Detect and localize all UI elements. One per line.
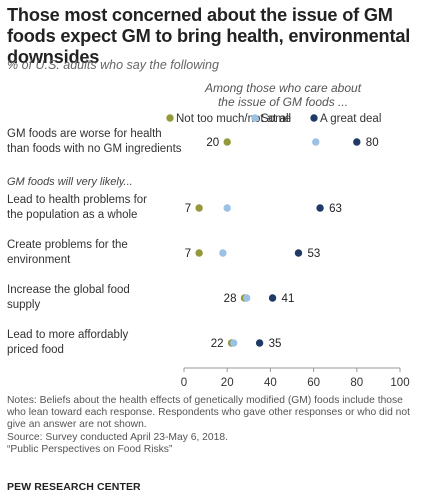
data-point-0: [223, 138, 231, 146]
row-label-line: than foods with no GM ingredients: [7, 143, 182, 155]
data-point-1: [242, 294, 251, 302]
legend-header-line2: the issue of GM foods ...: [218, 95, 348, 109]
note-line: Notes: Beliefs about the health effects …: [7, 395, 410, 431]
dot-plot: Among those who care about the issue of …: [7, 81, 410, 389]
section-label: GM foods will very likely...: [7, 176, 133, 188]
data-point-2: [268, 294, 277, 302]
data-label-high: 35: [269, 338, 282, 350]
legend-label-2: A great deal: [320, 113, 381, 125]
data-label-low: 28: [224, 293, 237, 305]
data-label-high: 80: [366, 137, 379, 149]
row-label-line: Increase the global food: [7, 284, 130, 296]
legend-header-line1: Among those who care about: [204, 81, 362, 95]
row-label-line: GM foods are worse for health: [7, 128, 162, 140]
note-line: “Public Perspectives on Food Risks”: [7, 443, 173, 455]
row-label-line: Lead to more affordably: [7, 329, 129, 341]
row-label-line: priced food: [7, 344, 64, 356]
legend-marker-0: [166, 114, 174, 122]
row-label: Create problems for the environment: [7, 239, 128, 266]
data-point-2: [294, 249, 303, 257]
row-label-line: Create problems for the: [7, 239, 128, 251]
data-point-2: [255, 339, 264, 347]
x-axis: 0 20 40 60 80 100: [181, 367, 410, 389]
row-label-line: environment: [7, 254, 71, 266]
legend-label-0: Not too much/not at all: [176, 113, 291, 125]
data-point-1: [219, 249, 227, 257]
legend-marker-1: [251, 114, 259, 122]
data-point-1: [223, 204, 231, 212]
data-label-high: 63: [329, 203, 342, 215]
row-label-line: supply: [7, 299, 40, 311]
note-line: Source: Survey conducted April 23-May 6,…: [7, 431, 228, 443]
x-tick-label: 20: [221, 377, 234, 389]
data-point-0: [195, 249, 203, 257]
x-tick-label: 40: [264, 377, 277, 389]
data-label-low: 7: [185, 203, 191, 215]
row-label: Lead to more affordably priced food: [7, 329, 129, 356]
data-point-2: [316, 204, 324, 212]
data-label-high: 41: [282, 293, 295, 305]
row-label: GM foods are worse for health than foods …: [7, 128, 182, 155]
row-label: Lead to health problems for the populatio…: [7, 194, 147, 221]
row-label-line: the population as a whole: [7, 209, 137, 221]
x-tick-label: 100: [390, 377, 409, 389]
chart-notes: Notes: Beliefs about the health effects …: [7, 395, 417, 456]
data-point-2: [353, 138, 361, 146]
x-tick-label: 60: [307, 377, 320, 389]
data-point-0: [195, 204, 203, 212]
x-tick-label: 80: [350, 377, 363, 389]
chart-subtitle: % of U.S. adults who say the following: [7, 58, 219, 72]
data-point-1: [229, 339, 238, 347]
chart-title: Those most concerned about the issue of …: [7, 5, 411, 67]
brand-logo: PEW RESEARCH CENTER: [7, 481, 141, 493]
data-point-1: [312, 138, 320, 146]
data-label-high: 53: [307, 248, 320, 260]
chart-rows: GM foods are worse for health than foods …: [7, 128, 379, 356]
data-label-low: 7: [185, 248, 191, 260]
row-label: Increase the global food supply: [7, 284, 130, 311]
x-tick-label: 0: [181, 377, 187, 389]
data-label-low: 20: [206, 137, 219, 149]
legend-label-1: Some: [261, 113, 291, 125]
row-label-line: Lead to health problems for: [7, 194, 147, 206]
data-label-low: 22: [211, 338, 224, 350]
legend-marker-2: [310, 114, 318, 122]
